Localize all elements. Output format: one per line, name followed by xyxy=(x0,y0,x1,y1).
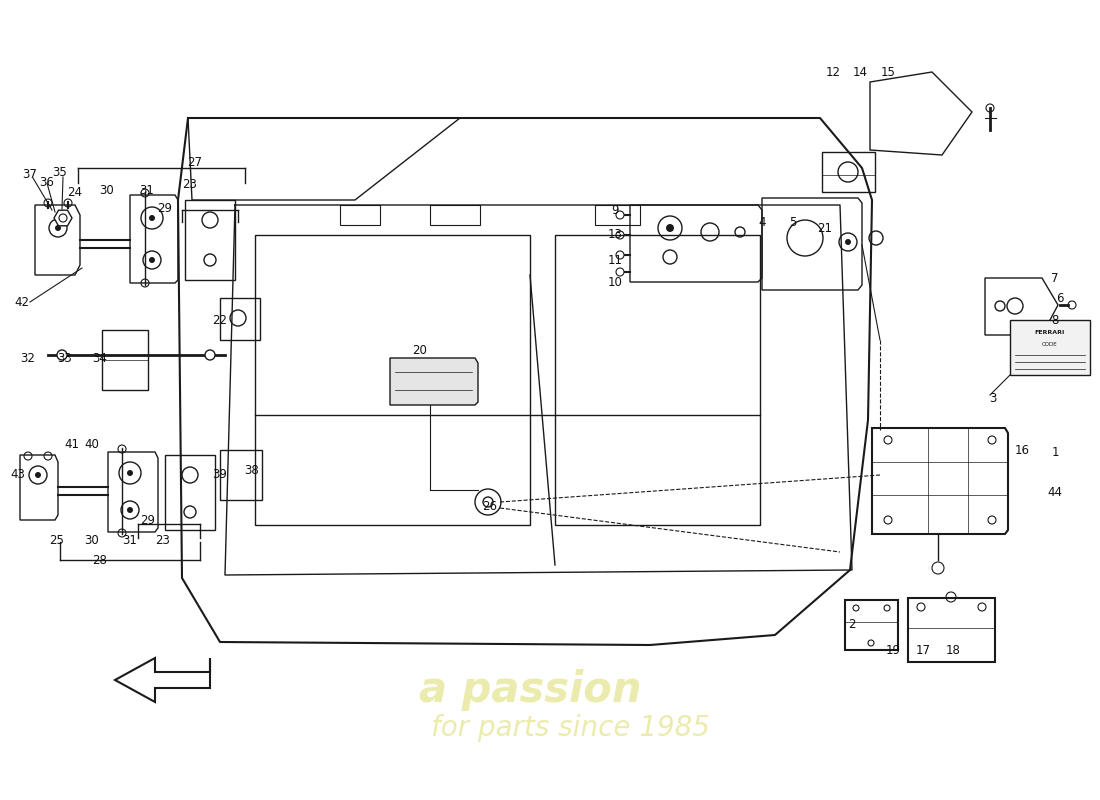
Circle shape xyxy=(148,215,155,221)
Text: 8: 8 xyxy=(1052,314,1058,326)
Text: 10: 10 xyxy=(607,277,623,290)
Text: 21: 21 xyxy=(817,222,833,234)
Text: 35: 35 xyxy=(53,166,67,179)
Text: 36: 36 xyxy=(40,175,54,189)
Text: 28: 28 xyxy=(92,554,108,566)
Text: 11: 11 xyxy=(607,254,623,266)
Circle shape xyxy=(126,470,133,476)
Text: 14: 14 xyxy=(852,66,868,78)
Text: a passion: a passion xyxy=(419,669,641,711)
Text: 15: 15 xyxy=(881,66,895,78)
Text: 41: 41 xyxy=(65,438,79,451)
Text: FERRARI: FERRARI xyxy=(1035,330,1065,334)
Text: 4: 4 xyxy=(758,215,766,229)
Text: 37: 37 xyxy=(23,169,37,182)
Text: 29: 29 xyxy=(157,202,173,214)
Text: 34: 34 xyxy=(92,351,108,365)
Text: 31: 31 xyxy=(140,183,154,197)
Text: 25: 25 xyxy=(50,534,65,546)
Text: 30: 30 xyxy=(100,183,114,197)
Text: 40: 40 xyxy=(85,438,99,451)
Text: 27: 27 xyxy=(187,155,202,169)
Text: 31: 31 xyxy=(122,534,138,546)
Circle shape xyxy=(57,350,67,360)
Circle shape xyxy=(35,472,41,478)
Text: 23: 23 xyxy=(183,178,197,191)
Text: 39: 39 xyxy=(212,469,228,482)
Text: 26: 26 xyxy=(483,501,497,514)
Text: 16: 16 xyxy=(1014,443,1030,457)
Text: 9: 9 xyxy=(612,203,618,217)
Text: 24: 24 xyxy=(67,186,82,199)
Polygon shape xyxy=(1010,320,1090,375)
Text: 1: 1 xyxy=(1052,446,1058,458)
Text: 19: 19 xyxy=(886,643,901,657)
Text: 6: 6 xyxy=(1056,291,1064,305)
Text: 12: 12 xyxy=(825,66,840,78)
Text: 32: 32 xyxy=(21,351,35,365)
Circle shape xyxy=(55,225,60,231)
Text: 42: 42 xyxy=(14,297,30,310)
Text: for parts since 1985: for parts since 1985 xyxy=(430,714,710,742)
Circle shape xyxy=(666,224,674,232)
Polygon shape xyxy=(390,358,478,405)
Text: 3: 3 xyxy=(989,391,997,405)
Circle shape xyxy=(148,257,155,263)
Text: 44: 44 xyxy=(1047,486,1063,498)
Text: 5: 5 xyxy=(790,215,796,229)
Text: 13: 13 xyxy=(607,229,623,242)
Text: 29: 29 xyxy=(141,514,155,526)
Circle shape xyxy=(126,507,133,513)
Text: 2: 2 xyxy=(848,618,856,631)
Text: 38: 38 xyxy=(244,463,260,477)
Circle shape xyxy=(205,350,214,360)
Text: 33: 33 xyxy=(57,351,73,365)
Text: 23: 23 xyxy=(155,534,170,546)
Polygon shape xyxy=(116,658,210,702)
Text: 43: 43 xyxy=(11,469,25,482)
Text: 20: 20 xyxy=(412,343,428,357)
Text: 30: 30 xyxy=(85,534,99,546)
Text: 17: 17 xyxy=(915,643,931,657)
Circle shape xyxy=(845,239,851,245)
Text: 18: 18 xyxy=(946,643,960,657)
Text: 22: 22 xyxy=(212,314,228,326)
Text: 7: 7 xyxy=(1052,271,1058,285)
Text: CODE: CODE xyxy=(1042,342,1058,346)
Polygon shape xyxy=(54,210,72,226)
